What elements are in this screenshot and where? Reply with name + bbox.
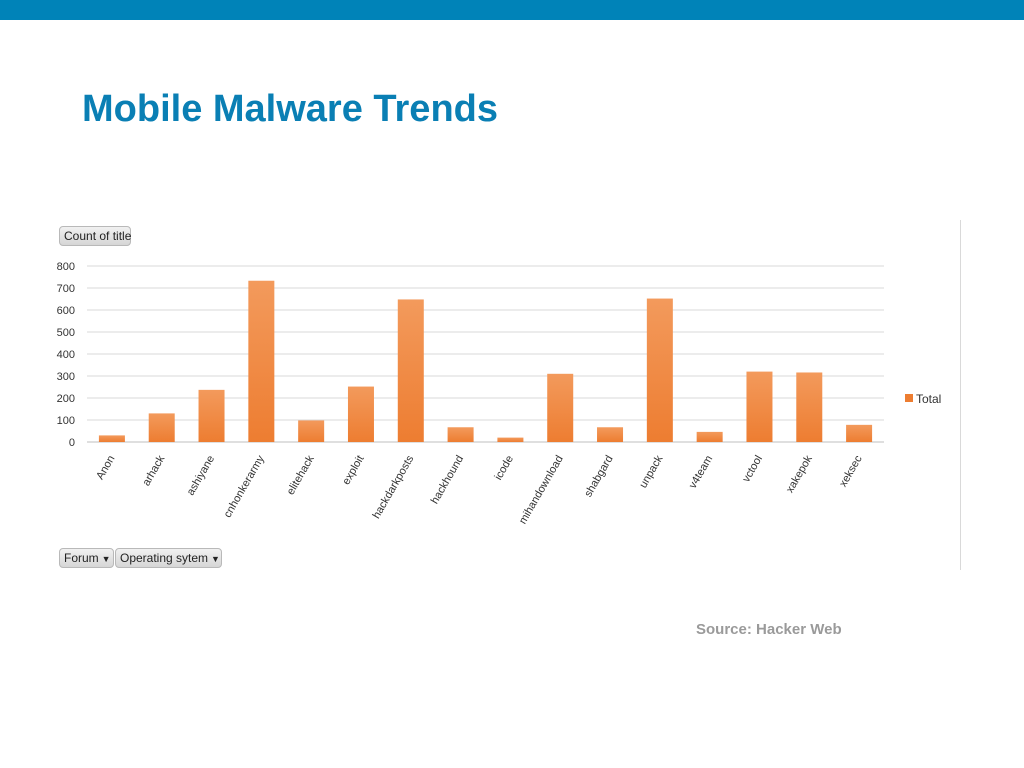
x-tick-label: xeksec — [837, 453, 865, 489]
count-of-title-label: Count of title — [64, 229, 132, 243]
x-tick-label: icode — [492, 454, 516, 483]
dropdown-arrow-icon: ▼ — [211, 554, 220, 564]
operating-system-filter-button[interactable]: Operating sytem ▼ — [115, 548, 222, 568]
bar-xakepok[interactable] — [796, 372, 823, 442]
forum-filter-button[interactable]: Forum ▼ — [59, 548, 114, 568]
x-tick-label: shabgard — [582, 454, 615, 500]
bar-hackdarkposts[interactable] — [397, 299, 424, 442]
slide-title: Mobile Malware Trends — [82, 88, 498, 130]
bar-xeksec[interactable] — [846, 424, 873, 442]
x-tick-label: elitehack — [285, 453, 317, 497]
bar-hackhound[interactable] — [447, 427, 474, 442]
source-note: Source: Hacker Web — [696, 621, 842, 638]
x-tick-label: xakepok — [784, 453, 815, 495]
operating-system-filter-label: Operating sytem — [120, 551, 209, 565]
y-tick-label: 400 — [57, 349, 75, 361]
y-tick-label: 500 — [57, 327, 75, 339]
x-tick-label: mihandownload — [517, 454, 566, 527]
forum-filter-label: Forum — [64, 551, 99, 565]
bar-ashiyane[interactable] — [198, 389, 225, 442]
y-tick-label: 200 — [57, 393, 75, 405]
y-tick-label: 0 — [69, 437, 75, 449]
bar-mihandownload[interactable] — [547, 373, 574, 442]
x-tick-label: v4team — [687, 454, 715, 491]
y-tick-label: 700 — [57, 283, 75, 295]
bar-vctool[interactable] — [746, 371, 773, 442]
x-tick-label: Anon — [94, 454, 117, 482]
y-tick-label: 300 — [57, 371, 75, 383]
y-tick-label: 800 — [57, 261, 75, 273]
bar-cnhonkerarmy[interactable] — [248, 280, 275, 442]
bar-v4team[interactable] — [696, 431, 723, 442]
dropdown-arrow-icon: ▼ — [101, 554, 111, 564]
legend-swatch — [905, 394, 913, 402]
bar-exploit[interactable] — [347, 386, 374, 442]
y-tick-label: 600 — [57, 305, 75, 317]
count-of-title-button[interactable]: Count of title — [59, 226, 131, 246]
x-tick-label: unpack — [637, 453, 665, 490]
divider — [960, 220, 961, 570]
x-tick-label: cnhonkerarmy — [222, 453, 267, 520]
bar-Anon[interactable] — [98, 435, 125, 442]
x-tick-label: ashiyane — [185, 454, 217, 498]
y-tick-label: 100 — [57, 415, 75, 427]
bar-arhack[interactable] — [148, 413, 175, 442]
x-tick-label: hackhound — [429, 454, 466, 507]
bar-unpack[interactable] — [646, 298, 673, 442]
bar-elitehack[interactable] — [298, 420, 325, 442]
bar-icode[interactable] — [497, 437, 524, 442]
x-tick-label: hackdarkposts — [371, 453, 417, 521]
x-tick-label: vctool — [740, 454, 765, 485]
x-tick-label: arhack — [140, 453, 167, 488]
x-tick-label: exploit — [340, 454, 366, 488]
top-accent-bar — [0, 0, 1024, 20]
bar-shabgard[interactable] — [597, 427, 624, 442]
legend-label: Total — [916, 392, 941, 406]
